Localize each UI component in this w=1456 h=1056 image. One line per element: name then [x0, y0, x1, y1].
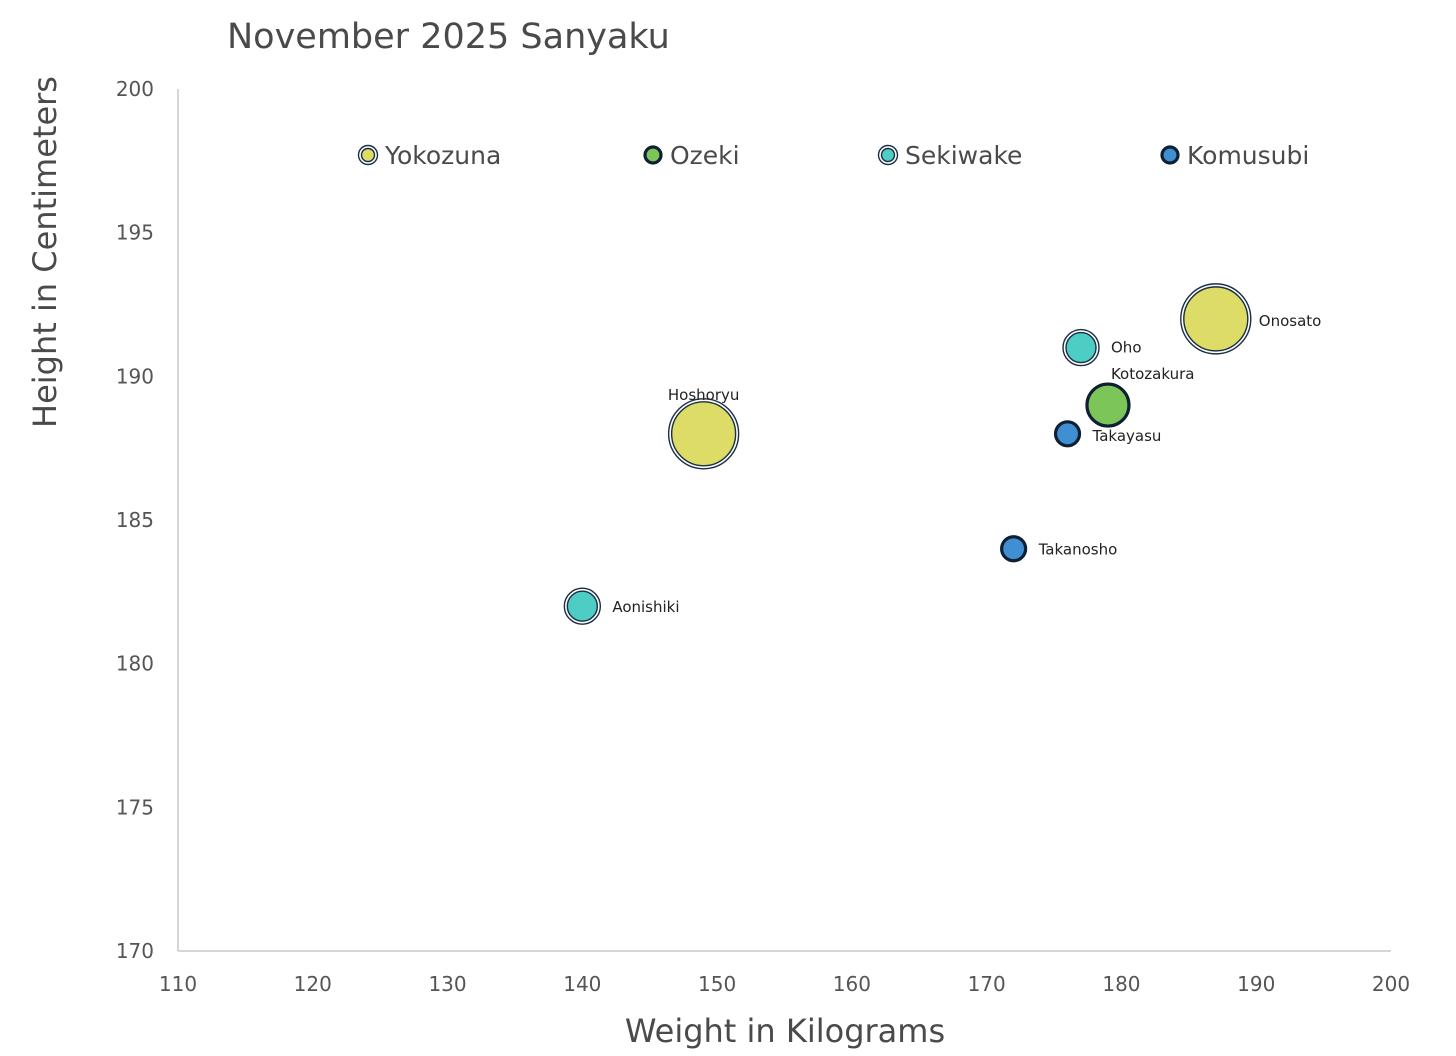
legend-marker	[877, 144, 899, 166]
y-tick-label: 190	[116, 364, 154, 388]
bubble-point	[1000, 535, 1028, 563]
y-tick-label: 185	[116, 508, 154, 532]
y-tick-label: 170	[116, 939, 154, 963]
point-label: Hoshoryu	[668, 386, 740, 404]
x-tick-label: 120	[294, 972, 332, 996]
legend-label: Komusubi	[1187, 141, 1309, 170]
bubble-point	[1180, 283, 1252, 355]
data-points: Onosato Hoshoryu Kotozakura Oho Aonishiki Tak…	[563, 283, 1322, 625]
bubble-point	[1053, 420, 1082, 448]
legend-label: Sekiwake	[905, 141, 1022, 170]
x-tick-label: 140	[563, 972, 601, 996]
chart-title: November 2025 Sanyaku	[227, 17, 670, 57]
bubble-point	[1062, 328, 1100, 367]
legend-marker	[643, 145, 663, 165]
point-label: Kotozakura	[1111, 365, 1194, 383]
y-tick-label: 195	[116, 221, 154, 245]
x-tick-label: 190	[1237, 972, 1275, 996]
x-tick-label: 200	[1372, 972, 1410, 996]
bubble-point	[667, 398, 740, 470]
x-tick-label: 160	[833, 972, 871, 996]
x-axis-title: Weight in Kilograms	[625, 1012, 945, 1050]
x-tick-label: 110	[159, 972, 197, 996]
legend-marker	[357, 144, 379, 166]
x-tick-label: 170	[968, 972, 1006, 996]
legend-label: Ozeki	[670, 141, 740, 170]
y-tick-label: 200	[116, 77, 154, 101]
x-tick-label: 150	[698, 972, 736, 996]
point-label: Onosato	[1259, 312, 1322, 330]
legend-marker	[1160, 145, 1180, 165]
point-label: Oho	[1111, 339, 1142, 357]
bubble-point	[563, 587, 602, 625]
x-tick-label: 180	[1102, 972, 1140, 996]
x-tick-label: 130	[428, 972, 466, 996]
legend: Yokozuna Ozeki Sekiwake Komusubi	[357, 141, 1309, 170]
point-label: Aonishiki	[612, 598, 679, 616]
y-axis-title: Height in Centimeters	[26, 76, 64, 428]
ticks-layer: 110 120 130 140 150 160 170 180 190 200 170 175 180 1…	[116, 77, 1410, 996]
y-tick-label: 175	[116, 795, 154, 819]
bubble-point	[1085, 382, 1131, 428]
point-label: Takanosho	[1038, 541, 1118, 559]
y-tick-label: 180	[116, 652, 154, 676]
point-label: Takayasu	[1092, 427, 1162, 445]
legend-label: Yokozuna	[384, 141, 501, 170]
